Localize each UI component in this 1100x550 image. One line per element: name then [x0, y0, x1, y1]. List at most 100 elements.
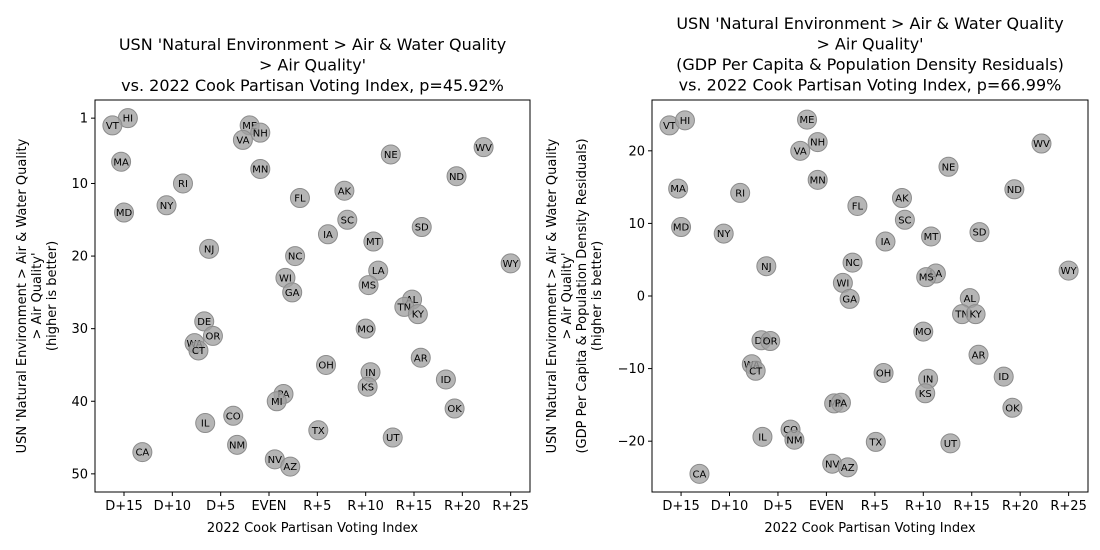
point-label: SD [972, 228, 986, 239]
scatter-point [363, 231, 384, 252]
x-tick-label: R+20 [444, 499, 480, 514]
point-label: WY [503, 259, 520, 270]
x-axis-label: 2022 Cook Partisan Voting Index [764, 521, 976, 536]
scatter-point [337, 209, 358, 230]
point-label: MS [361, 281, 376, 292]
scatter-point [250, 158, 271, 179]
point-label: WI [279, 273, 292, 284]
scatter-point [790, 140, 811, 161]
point-label: WV [475, 143, 492, 154]
y-tick-label: −10 [618, 362, 645, 377]
point-label: MI [271, 397, 283, 408]
point-label: AR [414, 353, 428, 364]
scatter-point [289, 188, 310, 208]
point-label: FL [852, 202, 864, 213]
scatter-point [285, 246, 306, 267]
scatter-point [807, 132, 828, 153]
scatter-point [358, 275, 379, 296]
point-label: AL [964, 294, 977, 305]
point-label: CO [226, 411, 241, 422]
point-label: TX [868, 438, 882, 449]
scatter-point [172, 173, 193, 194]
point-label: AR [972, 350, 986, 361]
point-label: CA [135, 448, 149, 459]
scatter-point [266, 391, 287, 412]
x-axis-label: 2022 Cook Partisan Voting Index [207, 521, 419, 536]
scatter-point [713, 223, 734, 244]
point-label: TX [311, 426, 325, 437]
chart-title-line: vs. 2022 Cook Partisan Voting Index, p=4… [121, 76, 504, 95]
x-tick-label: R+20 [1002, 499, 1038, 514]
chart-title-line: > Air Quality' [816, 35, 923, 54]
chart-title-line: USN 'Natural Environment > Air & Water Q… [676, 14, 1063, 33]
point-label: WI [836, 279, 849, 290]
point-label: CT [192, 346, 206, 357]
scatter-point [102, 115, 123, 136]
point-label: OK [1005, 403, 1020, 414]
x-tick-label: D+15 [105, 499, 142, 514]
point-label: WV [1033, 139, 1050, 150]
x-tick-label: D+5 [763, 499, 792, 514]
scatter-point [195, 413, 216, 434]
scatter-point [280, 456, 301, 477]
x-tick-label: R+5 [861, 499, 889, 514]
point-label: AK [338, 186, 352, 197]
point-label: NV [268, 455, 282, 466]
scatter-point [380, 144, 401, 165]
point-label: NJ [204, 244, 214, 255]
y-axis-label-line: USN 'Natural Environment > Air & Water Q… [545, 138, 560, 453]
point-label: IA [323, 230, 333, 241]
x-tick-label: D+15 [662, 499, 699, 514]
scatter-point [334, 180, 355, 201]
scatter-point [410, 347, 431, 368]
y-axis-label-line: (higher is better) [45, 241, 60, 351]
point-label: NJ [761, 262, 771, 273]
scatter-point [916, 267, 937, 288]
point-label: VT [106, 121, 120, 132]
scatter-point [368, 260, 389, 281]
scatter-point [382, 427, 403, 448]
point-label: ME [800, 115, 815, 126]
point-label: OR [763, 337, 778, 348]
scatter-point [730, 182, 751, 203]
point-label: CT [749, 366, 763, 377]
scatter-point [357, 376, 378, 397]
scatter-point [797, 109, 818, 130]
scatter-point [671, 217, 692, 238]
point-label: IN [923, 374, 933, 385]
scatter-point [784, 429, 805, 450]
scatter-point [194, 311, 215, 332]
point-label: OK [447, 404, 462, 415]
point-label: UT [386, 433, 400, 444]
y-axis-label-line: USN 'Natural Environment > Air & Water Q… [15, 138, 30, 453]
scatter-point [689, 463, 710, 484]
point-label: GA [842, 295, 857, 306]
point-label: KY [969, 310, 982, 321]
x-tick-label: R+15 [396, 499, 432, 514]
y-tick-label: 1 [80, 112, 88, 127]
scatter-point [132, 442, 153, 463]
x-tick-label: EVEN [809, 499, 844, 514]
point-label: MS [919, 273, 934, 284]
x-tick-label: R+5 [303, 499, 331, 514]
x-tick-label: R+10 [347, 499, 383, 514]
point-label: OH [318, 361, 333, 372]
point-label: GA [285, 288, 300, 299]
point-label: NE [384, 150, 398, 161]
point-label: MO [915, 327, 932, 338]
point-label: IN [365, 368, 375, 379]
point-label: SC [898, 215, 911, 226]
scatter-point [199, 238, 220, 259]
point-label: IL [758, 432, 767, 443]
x-tick-label: EVEN [251, 499, 286, 514]
point-label: MT [924, 232, 940, 243]
scatter-point [250, 122, 271, 143]
scatter-point [760, 331, 781, 352]
scatter-point [282, 282, 303, 303]
scatter-point [875, 231, 896, 252]
scatter-point [500, 253, 521, 274]
scatter-point [114, 202, 134, 223]
